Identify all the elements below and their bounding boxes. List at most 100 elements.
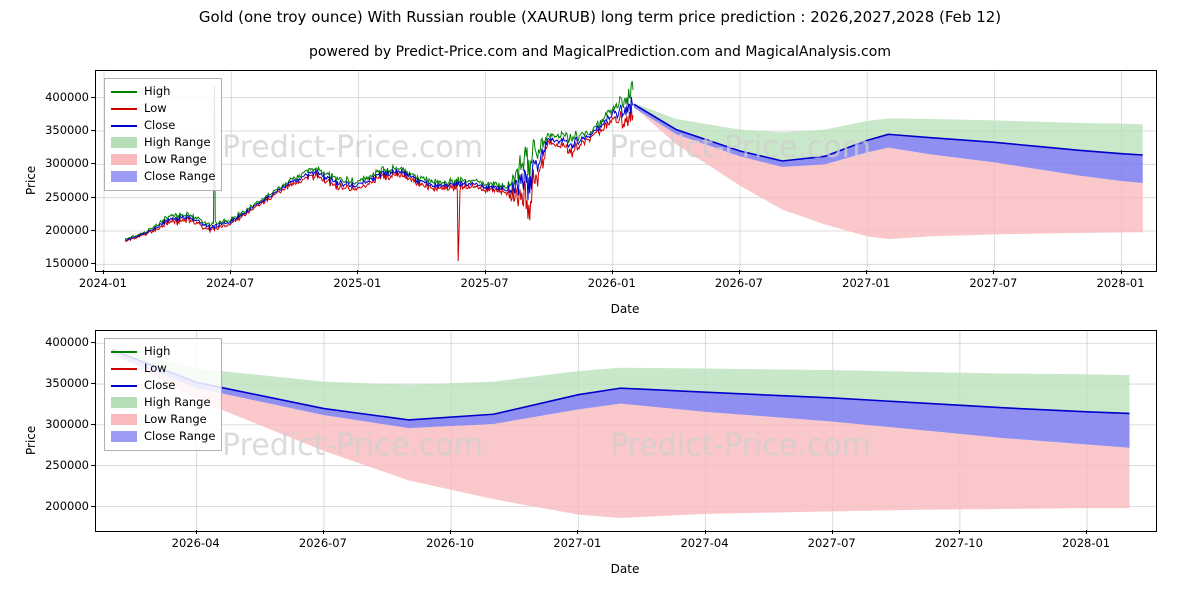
y-tick-mark — [91, 163, 95, 165]
legend-label: Close — [144, 378, 176, 392]
y-tick-label: 400000 — [45, 89, 89, 104]
x-tick-label: 2026-07 — [714, 276, 763, 290]
legend-label: High Range — [144, 395, 211, 409]
top-xlabel: Date — [610, 302, 640, 316]
legend-entry-high-range: High Range — [111, 394, 215, 411]
legend-label: Close — [144, 118, 176, 132]
legend-entry-low: Low — [111, 100, 215, 117]
legend-label: Low — [144, 101, 167, 115]
x-tick-label: 2025-01 — [333, 276, 382, 290]
y-tick-label: 150000 — [45, 256, 89, 271]
legend-entry-high: High — [111, 343, 215, 360]
x-tick-label: 2027-01 — [842, 276, 891, 290]
legend-label: High — [144, 84, 171, 98]
legend-swatch-icon — [111, 346, 137, 357]
legend-label: High Range — [144, 135, 211, 149]
x-tick-mark — [322, 530, 324, 534]
legend-entry-high-range: High Range — [111, 134, 215, 151]
y-tick-mark — [91, 464, 95, 466]
page-title: Gold (one troy ounce) With Russian roubl… — [198, 8, 1002, 26]
bottom-legend: High Low Close High Range Low Range Close Ran… — [104, 338, 223, 451]
legend-label: Low — [144, 361, 167, 375]
legend-entry-close-range: Close Range — [111, 168, 215, 185]
y-tick-label: 350000 — [45, 376, 89, 391]
x-tick-label: 2028-01 — [1062, 536, 1111, 550]
y-tick-label: 200000 — [45, 223, 89, 237]
x-tick-mark — [102, 270, 104, 274]
y-tick-mark — [91, 196, 95, 198]
x-tick-mark — [195, 530, 197, 534]
legend-swatch-icon — [111, 397, 137, 408]
y-tick-mark — [91, 505, 95, 507]
y-tick-mark — [91, 342, 95, 344]
x-tick-label: 2027-07 — [969, 276, 1018, 290]
y-tick-label: 400000 — [45, 335, 89, 350]
top-legend: High Low Close High Range Low Range Close Ran… — [104, 78, 223, 191]
x-tick-mark — [1120, 270, 1122, 274]
x-tick-mark — [577, 530, 579, 534]
y-tick-label: 200000 — [45, 498, 89, 513]
legend-swatch-icon — [111, 120, 137, 131]
top-plot-area — [95, 70, 1157, 272]
legend-label: Close Range — [144, 429, 216, 443]
x-tick-mark — [1086, 530, 1088, 534]
y-tick-label: 300000 — [45, 416, 89, 431]
legend-swatch-icon — [111, 154, 137, 165]
x-tick-label: 2026-07 — [298, 536, 347, 550]
bottom-plot-area — [95, 330, 1157, 532]
x-tick-mark — [738, 270, 740, 274]
y-tick-mark — [91, 130, 95, 131]
legend-entry-high: High — [111, 83, 215, 100]
x-tick-mark — [866, 270, 868, 274]
x-tick-mark — [484, 270, 486, 274]
y-tick-label: 250000 — [45, 189, 89, 204]
x-tick-label: 2027-07 — [807, 536, 856, 550]
legend-entry-close: Close — [111, 377, 215, 394]
legend-entry-close-range: Close Range — [111, 428, 215, 445]
legend-swatch-icon — [111, 171, 137, 182]
legend-swatch-icon — [111, 86, 137, 97]
x-tick-label: 2026-04 — [171, 536, 220, 550]
y-tick-mark — [91, 230, 95, 231]
x-tick-label: 2024-07 — [206, 276, 255, 290]
x-tick-label: 2026-01 — [587, 276, 636, 290]
x-tick-label: 2024-01 — [78, 276, 127, 290]
y-tick-mark — [91, 96, 95, 98]
x-tick-mark — [958, 530, 960, 534]
x-tick-label: 2025-07 — [460, 276, 509, 290]
y-tick-mark — [91, 383, 95, 385]
y-tick-mark — [91, 423, 95, 425]
x-tick-label: 2028-01 — [1096, 276, 1145, 290]
x-tick-mark — [611, 270, 613, 274]
legend-entry-low-range: Low Range — [111, 411, 215, 428]
bottom-xlabel: Date — [610, 562, 640, 576]
legend-swatch-icon — [111, 414, 137, 425]
legend-label: Close Range — [144, 169, 216, 183]
legend-swatch-icon — [111, 363, 137, 374]
legend-label: Low Range — [144, 152, 207, 166]
x-tick-label: 2027-10 — [934, 536, 983, 550]
legend-swatch-icon — [111, 380, 137, 391]
legend-entry-low-range: Low Range — [111, 151, 215, 168]
y-tick-label: 250000 — [45, 457, 89, 472]
legend-entry-close: Close — [111, 117, 215, 134]
legend-label: High — [144, 344, 171, 358]
x-tick-label: 2026-10 — [426, 536, 475, 550]
x-tick-mark — [704, 530, 706, 534]
legend-label: Low Range — [144, 412, 207, 426]
y-tick-label: 350000 — [45, 123, 89, 137]
x-tick-mark — [993, 270, 995, 274]
page-subtitle: powered by Predict-Price.com and Magical… — [309, 44, 891, 60]
x-tick-label: 2027-01 — [553, 536, 602, 550]
x-tick-mark — [230, 270, 232, 274]
x-tick-mark — [357, 270, 359, 274]
legend-entry-low: Low — [111, 360, 215, 377]
x-tick-label: 2027-04 — [680, 536, 729, 550]
x-tick-mark — [450, 530, 452, 534]
y-tick-mark — [91, 263, 95, 265]
x-tick-mark — [831, 530, 833, 534]
y-tick-label: 300000 — [45, 156, 89, 171]
legend-swatch-icon — [111, 431, 137, 442]
legend-swatch-icon — [111, 137, 137, 148]
